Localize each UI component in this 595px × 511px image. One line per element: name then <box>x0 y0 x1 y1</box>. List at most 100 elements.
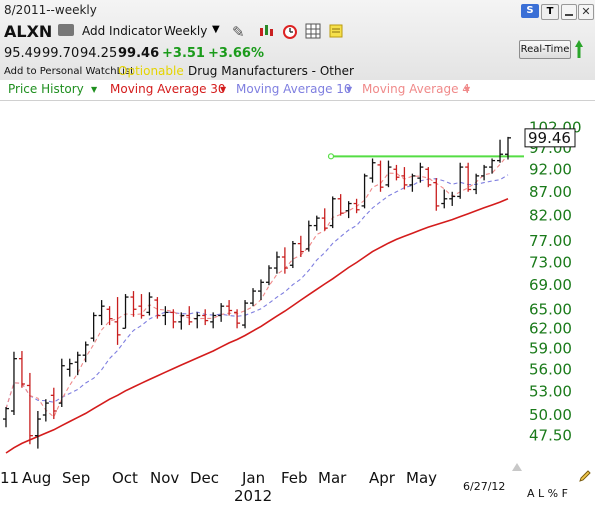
ohlc-bar <box>82 341 89 363</box>
legend-moving-average-10[interactable]: Moving Average 10 <box>236 82 352 96</box>
ohlc-bar <box>218 303 225 322</box>
s-icon[interactable]: S <box>521 4 539 18</box>
legend-price-history[interactable]: Price History <box>8 82 84 96</box>
ma4-line <box>5 154 509 418</box>
y-tick-label: 69.00 <box>529 276 572 294</box>
y-tick-label: 77.00 <box>529 232 572 250</box>
ohlc-bar <box>26 372 33 445</box>
ohlc-bar <box>481 164 488 181</box>
ohlc-bar <box>345 201 352 219</box>
ohlc-bar <box>74 351 81 376</box>
ohlc-bar <box>353 198 360 214</box>
ohlc-bar <box>242 300 249 329</box>
ohlc-bar <box>329 196 336 229</box>
y-tick-label: 65.00 <box>529 300 572 318</box>
toolbar: 8/2011--weekly S T ✕ ALXN Add Indicator … <box>0 0 595 81</box>
legend-chevron-3[interactable]: ▼ <box>464 85 471 94</box>
zoom-up-arrow-icon[interactable] <box>511 457 523 471</box>
last-price-label: 99.46 <box>528 129 571 147</box>
arrow-up-icon[interactable] <box>574 39 584 59</box>
x-tick-label: Mar <box>318 469 347 487</box>
add-to-watchlist-link[interactable]: Add to Personal WatchList <box>4 66 135 77</box>
ohlc-bar <box>433 178 440 211</box>
notes-icon[interactable] <box>328 23 344 39</box>
ohlc-bar <box>202 309 209 326</box>
y-tick-label: 62.00 <box>529 319 572 337</box>
ohlc-bar <box>162 306 169 326</box>
legend-moving-average-30[interactable]: Moving Average 30 <box>110 82 226 96</box>
ticker-symbol[interactable]: ALXN <box>4 22 53 41</box>
ma10-line <box>5 174 509 409</box>
legend-chevron-1[interactable]: ▼ <box>220 85 227 94</box>
alarm-clock-icon[interactable] <box>282 23 298 39</box>
printer-icon[interactable] <box>58 24 74 36</box>
ohlc-bar <box>457 162 464 199</box>
y-tick-label: 53.00 <box>529 383 572 401</box>
real-time-button[interactable]: Real-Time <box>519 40 571 59</box>
ohlc-bar <box>305 220 312 252</box>
legend-chevron-2[interactable]: ▼ <box>346 85 353 94</box>
ohlc-bar <box>289 240 296 269</box>
x-axis: 11 Aug Sep Oct Nov Dec Jan Feb Mar Apr May 2012 <box>0 469 437 505</box>
ohlc-bar <box>18 351 25 388</box>
ohlc-bar <box>226 300 233 316</box>
x-tick-label: Sep <box>62 469 90 487</box>
ohlc-bar <box>265 265 272 286</box>
ohlc-bar <box>465 162 472 192</box>
resistance-start-marker <box>327 153 335 160</box>
ohlc-bar <box>497 139 504 163</box>
optionable-label: Optionable <box>118 64 184 78</box>
y-tick-label: 47.50 <box>529 427 572 445</box>
x-tick-label: Aug <box>22 469 51 487</box>
ohlc-bar <box>313 215 320 231</box>
close-price: 99.46 <box>118 46 160 61</box>
grid-settings-icon[interactable] <box>305 23 321 39</box>
chart-type-icon[interactable] <box>258 23 274 39</box>
industry-label[interactable]: Drug Manufacturers - Other <box>188 64 354 78</box>
scale-options[interactable]: A L % F <box>527 487 568 500</box>
x-tick-label: May <box>406 469 437 487</box>
timeframe-select[interactable]: Weekly <box>164 24 208 38</box>
ohlc-bar <box>66 358 73 377</box>
ohlc-bar <box>505 136 511 160</box>
ohlc-bar <box>473 173 480 195</box>
ma30-line <box>5 198 509 454</box>
ohlc-bar <box>417 162 424 183</box>
ohlc-bar <box>369 158 376 183</box>
ohlc-bar <box>257 279 264 301</box>
price-change-percent: +3.66% <box>208 46 264 61</box>
close-icon[interactable]: ✕ <box>578 4 594 20</box>
ohlc-bar <box>106 306 113 326</box>
ohlc-bar <box>130 291 137 317</box>
ohlc-bar <box>393 164 400 181</box>
x-tick-label: Apr <box>369 469 396 487</box>
ohlc-bar <box>441 189 448 209</box>
ohlc-bar <box>34 410 41 449</box>
ohlc-bar <box>122 294 129 329</box>
t-dropdown-icon[interactable]: T <box>541 4 559 20</box>
ohlc-bar <box>489 158 496 174</box>
chevron-down-icon[interactable]: ▼ <box>212 24 220 35</box>
minimize-icon[interactable] <box>561 4 577 20</box>
ohlc-bar <box>98 300 105 326</box>
legend-chevron-0[interactable]: ▼ <box>91 85 98 94</box>
ohlc-bar <box>42 399 49 422</box>
ohlc-bar <box>250 288 257 307</box>
ohlc-bar <box>178 312 185 330</box>
ohlc-bar <box>10 351 17 415</box>
price-chart[interactable]: 102.0097.0092.0087.0082.0077.0073.0069.0… <box>0 101 595 511</box>
x-tick-label: 11 <box>0 469 19 487</box>
tools-icon[interactable]: ✎ <box>232 23 245 41</box>
x-tick-label: Oct <box>112 469 138 487</box>
add-indicator-button[interactable]: Add Indicator <box>82 24 163 38</box>
legend-moving-average-4[interactable]: Moving Average 4 <box>362 82 470 96</box>
y-tick-label: 82.00 <box>529 207 572 225</box>
open-price: 95.49 <box>4 46 42 61</box>
ohlc-bar <box>58 358 65 408</box>
edit-pencil-icon[interactable] <box>578 468 592 482</box>
y-tick-label: 92.00 <box>529 160 572 178</box>
ohlc-bar <box>138 294 145 319</box>
indicator-legend: Price History ▼ Moving Average 30 ▼ Movi… <box>0 80 595 101</box>
ohlc-bar <box>409 173 416 192</box>
ohlc-bar <box>281 247 288 274</box>
